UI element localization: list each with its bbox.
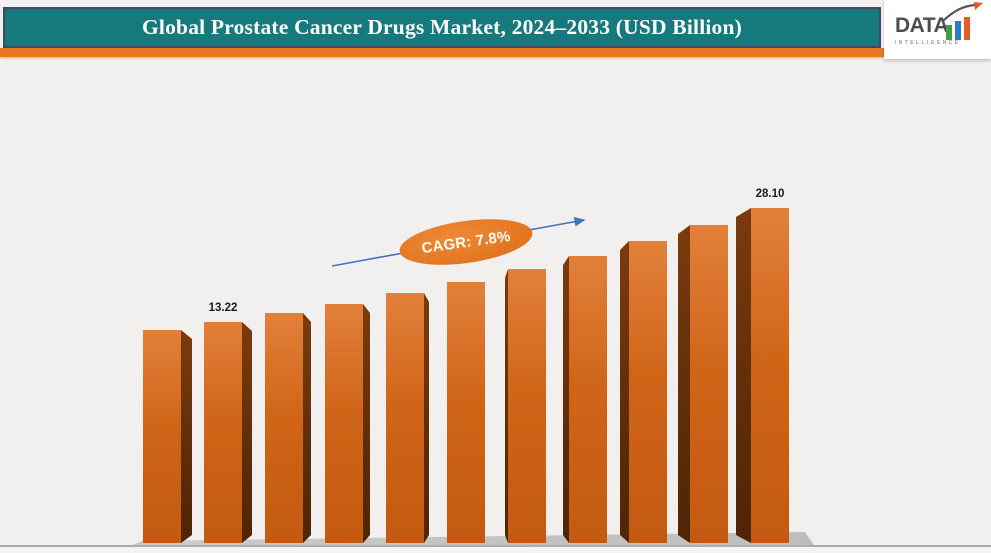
logo-growth-arrow-icon [941,2,983,23]
bar-value-label-2033: 28.10 [755,188,785,200]
cagr-label: CAGR: 7.8% [420,227,512,257]
bar-2030-side [563,256,569,543]
chart-area: CAGR: 7.8% 202313.2220242025202620272028… [0,59,991,553]
bar-value-label-2024: 13.22 [208,302,238,314]
bar-2029 [508,269,546,543]
header-accent-strip [0,48,884,57]
bar-2027-side [424,293,429,543]
bar-2031 [629,241,667,543]
bar-2027 [386,293,424,543]
logo-card: DATA INTELLIGENCE [884,0,991,59]
logo-bar-chart-icon [946,17,970,40]
bar-2023 [143,330,181,543]
bar-2026-side [363,304,370,543]
logo-subtext: INTELLIGENCE [895,40,961,46]
bottom-margin [0,547,991,553]
logo-wordmark: DATA [895,14,949,37]
bar-2024-side [242,322,252,543]
bar-2031-side [620,241,629,543]
bar-2029-side [505,269,508,543]
bar-2033 [751,208,789,543]
header-band: Global Prostate Cancer Drugs Market, 202… [3,7,881,48]
bar-2030 [569,256,607,543]
bar-2023-side [181,330,192,543]
bottom-divider [0,545,991,547]
bar-2032 [690,225,728,543]
page-title: Global Prostate Cancer Drugs Market, 202… [141,15,743,39]
bar-2028 [447,282,485,543]
bar-2032-side [678,225,690,543]
bar-2025 [265,313,303,543]
bar-2033-side [736,208,751,543]
bar-2026 [325,304,363,543]
bar-2025-side [303,313,311,543]
bar-2024 [204,322,242,543]
